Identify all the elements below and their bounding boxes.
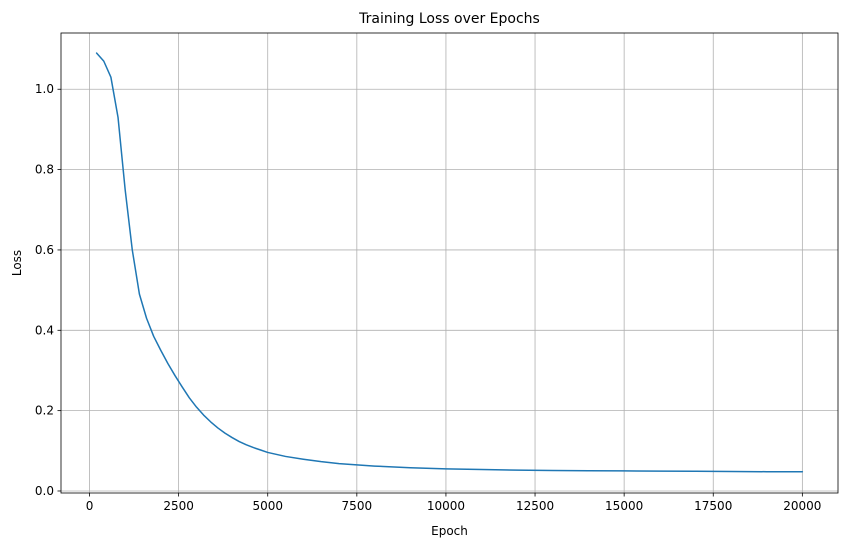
- x-tick-label: 15000: [605, 499, 643, 513]
- y-tick-label: 0.8: [35, 163, 54, 177]
- y-tick-label: 1.0: [35, 82, 54, 96]
- x-tick-label: 7500: [342, 499, 373, 513]
- plot-frame: [60, 32, 839, 494]
- chart-title: Training Loss over Epochs: [358, 11, 540, 27]
- x-tick-label: 10000: [427, 499, 465, 513]
- axis-ticks: 0 2500 5000 7500 10000 12500 15000 17500 20000 0.…: [35, 82, 822, 513]
- y-tick-label: 0.6: [35, 243, 54, 257]
- x-tick-label: 2500: [163, 499, 194, 513]
- x-axis-label: Epoch: [431, 524, 468, 538]
- y-tick-label: 0.4: [35, 323, 54, 337]
- x-tick-label: 12500: [516, 499, 554, 513]
- y-tick-label: 0.2: [35, 404, 54, 418]
- loss-line: [95, 52, 804, 473]
- grid-lines: [61, 33, 838, 493]
- x-tick-label: 20000: [783, 499, 821, 513]
- x-tick-label: 17500: [694, 499, 732, 513]
- y-tick-label: 0.0: [35, 484, 54, 498]
- x-tick-label: 5000: [252, 499, 283, 513]
- series-layer: [95, 52, 804, 473]
- x-tick-label: 0: [86, 499, 94, 513]
- y-axis-label: Loss: [10, 250, 24, 276]
- plot-area: [61, 33, 838, 493]
